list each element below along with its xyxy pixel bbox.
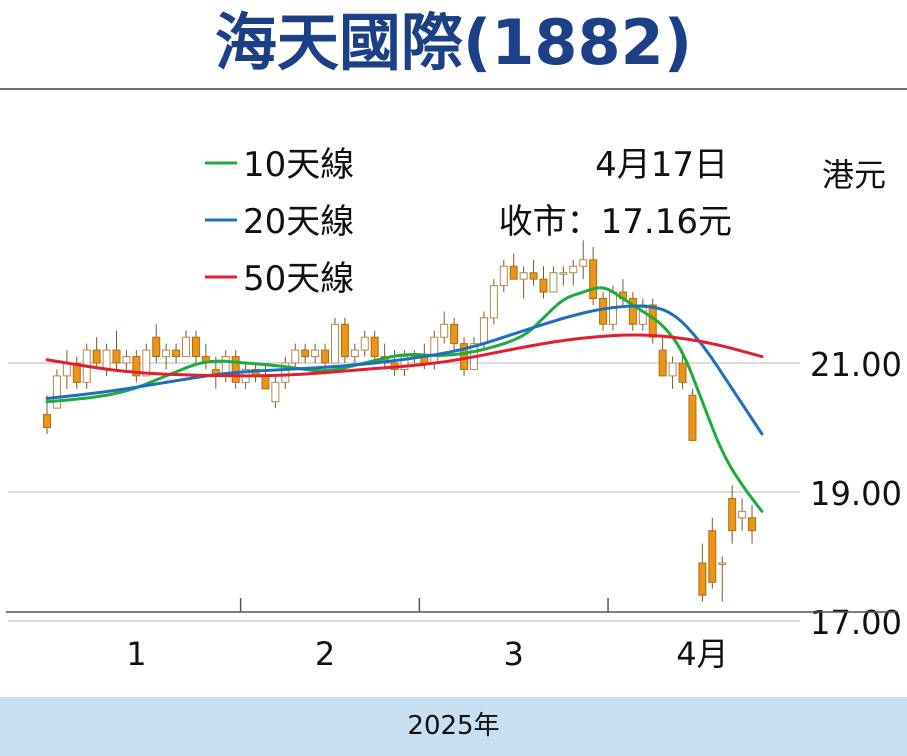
candle-body: [132, 356, 141, 377]
candle-body: [450, 323, 459, 345]
ma20-line: [45, 304, 764, 436]
candle-body: [350, 349, 359, 358]
candlesticks: [43, 240, 757, 602]
candle-body: [519, 272, 528, 280]
y-tick-label: 21.00: [810, 345, 902, 384]
candle-body: [182, 336, 191, 358]
candle-body: [628, 298, 637, 325]
legend-label-ma10: 10天線: [243, 145, 354, 185]
annotation-date: 4月17日: [595, 145, 728, 185]
y-axis-unit: 港元: [822, 156, 886, 194]
candle-body: [430, 336, 439, 364]
candle-body: [340, 323, 349, 358]
candle-body: [668, 362, 677, 377]
month-label: 3: [504, 635, 524, 673]
candle-body: [162, 349, 171, 358]
candle-body: [92, 349, 101, 364]
candle-body: [152, 336, 161, 358]
candle-body: [708, 530, 717, 583]
month-label: 4月: [676, 635, 728, 673]
candle-body: [102, 349, 111, 370]
month-label: 2: [315, 635, 335, 673]
candle-body: [728, 497, 737, 532]
candle-body: [748, 517, 757, 532]
candle-body: [499, 265, 508, 287]
candle-body: [271, 381, 280, 403]
candle-body: [509, 265, 518, 280]
candle-body: [489, 285, 498, 319]
candle-body: [291, 349, 300, 364]
candle-body: [321, 349, 330, 364]
candle-body: [559, 272, 568, 275]
annotation-close-price: 收市：17.16元: [499, 202, 732, 242]
candle-body: [678, 362, 687, 383]
title-divider: [0, 88, 907, 90]
legend-label-ma20: 20天線: [243, 202, 354, 242]
legend-label-ma50: 50天線: [243, 259, 354, 299]
candle-body: [569, 265, 578, 274]
month-label: 1: [126, 635, 146, 673]
ma10-line: [45, 286, 764, 513]
candle-body: [529, 272, 538, 280]
candle-body: [370, 336, 379, 358]
chart-title: 海天國際(1882): [214, 6, 693, 79]
candle-body: [281, 362, 290, 383]
candle-body: [62, 362, 71, 377]
candle-body: [658, 349, 667, 377]
candle-body: [698, 562, 707, 596]
candle-body: [599, 298, 608, 325]
x-axis: 1 2 3 4月: [6, 598, 898, 673]
candle-body: [142, 349, 151, 377]
candle-body: [440, 323, 449, 338]
ma50-line: [45, 333, 764, 378]
candle-body: [191, 336, 200, 358]
candle-body: [122, 356, 131, 364]
candle-body: [579, 259, 588, 267]
candle-body: [360, 336, 369, 351]
candle-body: [172, 349, 181, 358]
y-tick-labels: 21.00 19.00 17.00: [810, 345, 902, 642]
stock-chart: 21.00 19.00 17.00 1 2 3 4月 10天線 20天線 50天線 4月1…: [6, 145, 902, 673]
candle-body: [231, 356, 240, 383]
candle-body: [479, 317, 488, 345]
candle-body: [301, 349, 310, 358]
candle-body: [539, 278, 548, 293]
candle-body: [72, 362, 81, 383]
candle-body: [311, 349, 320, 358]
candle-body: [112, 349, 121, 364]
candle-body: [43, 414, 51, 429]
candle-body: [738, 510, 747, 519]
y-tick-label: 19.00: [810, 474, 902, 513]
y-tick-label: 17.00: [810, 603, 902, 642]
moving-average-lines: [45, 286, 764, 513]
candle-body: [330, 323, 339, 364]
candle-body: [589, 259, 598, 299]
footer-year-label: 2025年: [407, 711, 500, 741]
candle-body: [688, 394, 697, 441]
gridlines: [8, 362, 800, 622]
candle-body: [52, 375, 61, 409]
footer-bar: [0, 697, 907, 756]
legend: 10天線 20天線 50天線: [205, 145, 354, 299]
candle-body: [261, 375, 270, 390]
candle-body: [718, 562, 727, 565]
candle-body: [549, 272, 558, 293]
candle-body: [400, 356, 409, 370]
